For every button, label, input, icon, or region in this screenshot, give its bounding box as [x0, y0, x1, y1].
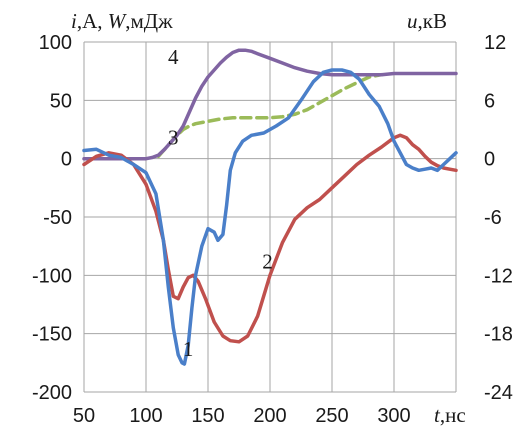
- x-axis-label: t,нс: [434, 403, 466, 427]
- series-layer: [82, 48, 458, 366]
- y-left-label-i: i: [71, 9, 77, 33]
- curve-labels: 1 2 3 4: [168, 45, 273, 361]
- y-left-label-w: W: [108, 9, 128, 33]
- y-right-tick-1: 6: [484, 90, 495, 112]
- y-right-tick-5: -18: [484, 324, 513, 346]
- y-right-tick-3: -6: [484, 207, 502, 229]
- y-left-tick-3: -50: [43, 207, 72, 229]
- y-right-axis-label: u,кВ: [407, 9, 447, 33]
- x-label-var: t: [434, 403, 441, 427]
- y-left-tick-2: 0: [61, 149, 72, 171]
- y-left-label-w-unit: ,мДж: [125, 9, 173, 33]
- y-right-label-unit: ,кВ: [418, 9, 447, 33]
- curve-label-4: 4: [168, 45, 179, 69]
- y-right-tick-0: 12: [484, 32, 506, 54]
- y-right-label-var: u: [407, 9, 418, 33]
- y-left-tick-6: -200: [32, 382, 72, 404]
- x-tick-2: 150: [191, 405, 224, 427]
- x-tick-4: 250: [315, 405, 348, 427]
- x-tick-5: 300: [377, 405, 410, 427]
- curve-label-3: 3: [168, 126, 179, 150]
- x-tick-0: 50: [73, 405, 95, 427]
- series-line-4: [82, 48, 458, 161]
- y-left-axis-label: i,А, W,мДж: [71, 9, 173, 33]
- x-label-unit: ,нс: [440, 403, 466, 427]
- curve-label-1: 1: [183, 337, 194, 361]
- y-left-tick-0: 100: [39, 32, 72, 54]
- curve-label-2: 2: [262, 249, 273, 273]
- y-right-tick-2: 0: [484, 149, 495, 171]
- y-left-tick-5: -150: [32, 324, 72, 346]
- series-line-1: [82, 68, 458, 366]
- y-left-tick-4: -100: [32, 265, 72, 287]
- x-tick-3: 200: [253, 405, 286, 427]
- y-left-tick-1: 50: [50, 90, 72, 112]
- y-left-label-i-unit: ,А,: [77, 9, 108, 33]
- y-right-tick-6: -24: [484, 382, 513, 404]
- x-tick-1: 100: [129, 405, 162, 427]
- y-right-tick-4: -12: [484, 265, 513, 287]
